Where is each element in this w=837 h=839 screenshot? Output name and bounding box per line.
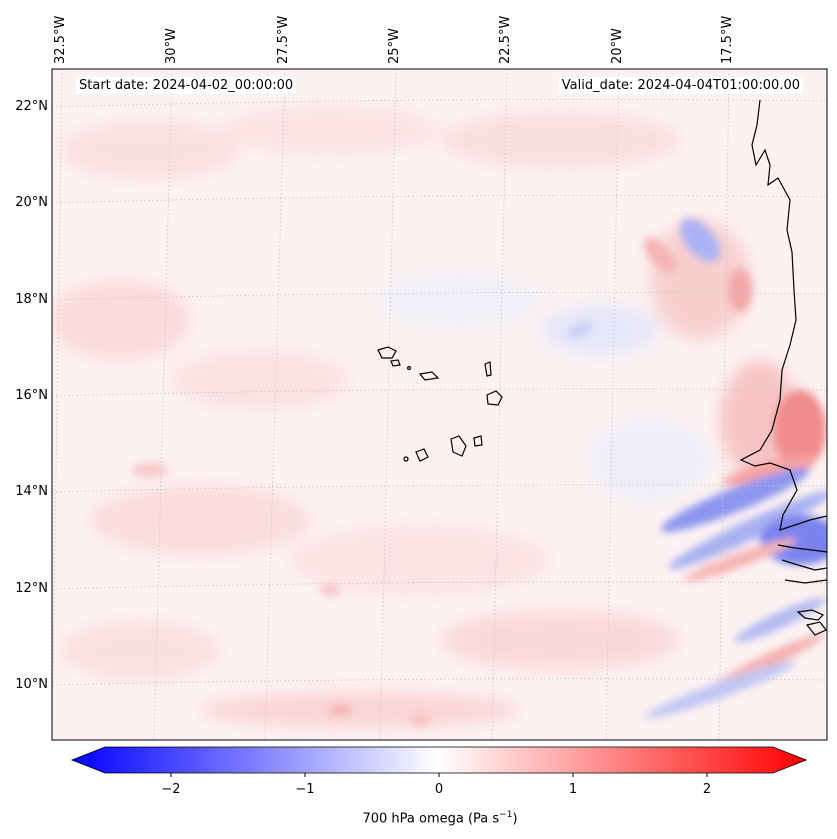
colorbar-tick-minus-2: −2 <box>161 782 181 797</box>
lon-label-30w: 30°W <box>164 28 179 64</box>
lat-label-10n: 10°N <box>15 677 48 692</box>
lon-label-17-5w: 17.5°W <box>720 15 735 64</box>
lon-label-27-5w: 27.5°W <box>276 15 291 64</box>
colorbar-tick-1: 1 <box>568 782 578 797</box>
colorbar <box>70 746 808 777</box>
map-frame <box>51 68 828 741</box>
colorbar-label-suffix: ) <box>512 811 518 827</box>
gridlines <box>52 69 827 740</box>
omega-field <box>52 69 827 740</box>
coastline <box>739 99 827 636</box>
lat-label-22n: 22°N <box>15 99 48 114</box>
lon-label-22-5w: 22.5°W <box>498 15 513 64</box>
lat-label-20n: 20°N <box>15 195 48 210</box>
cape-verde-islands <box>377 346 503 462</box>
colorbar-label-prefix: 700 hPa omega (Pa s <box>362 811 500 827</box>
lat-label-14n: 14°N <box>15 484 48 499</box>
lat-label-16n: 16°N <box>15 388 48 403</box>
lon-label-25w: 25°W <box>387 28 402 64</box>
colorbar-label-exponent: −1 <box>499 810 513 820</box>
start-date-label: Start date: 2024-04-02_00:00:00 <box>76 77 297 94</box>
lon-label-32-5w: 32.5°W <box>53 15 68 64</box>
lon-label-20w: 20°W <box>610 28 625 64</box>
colorbar-tick-2: 2 <box>702 782 712 797</box>
colorbar-tick-minus-1: −1 <box>295 782 315 797</box>
valid-date-label: Valid_date: 2024-04-04T01:00:00.00 <box>558 77 803 94</box>
colorbar-tick-0: 0 <box>434 782 444 797</box>
colorbar-label: 700 hPa omega (Pa s−1) <box>0 807 837 827</box>
lat-label-18n: 18°N <box>15 292 48 307</box>
lat-label-12n: 12°N <box>15 581 48 596</box>
